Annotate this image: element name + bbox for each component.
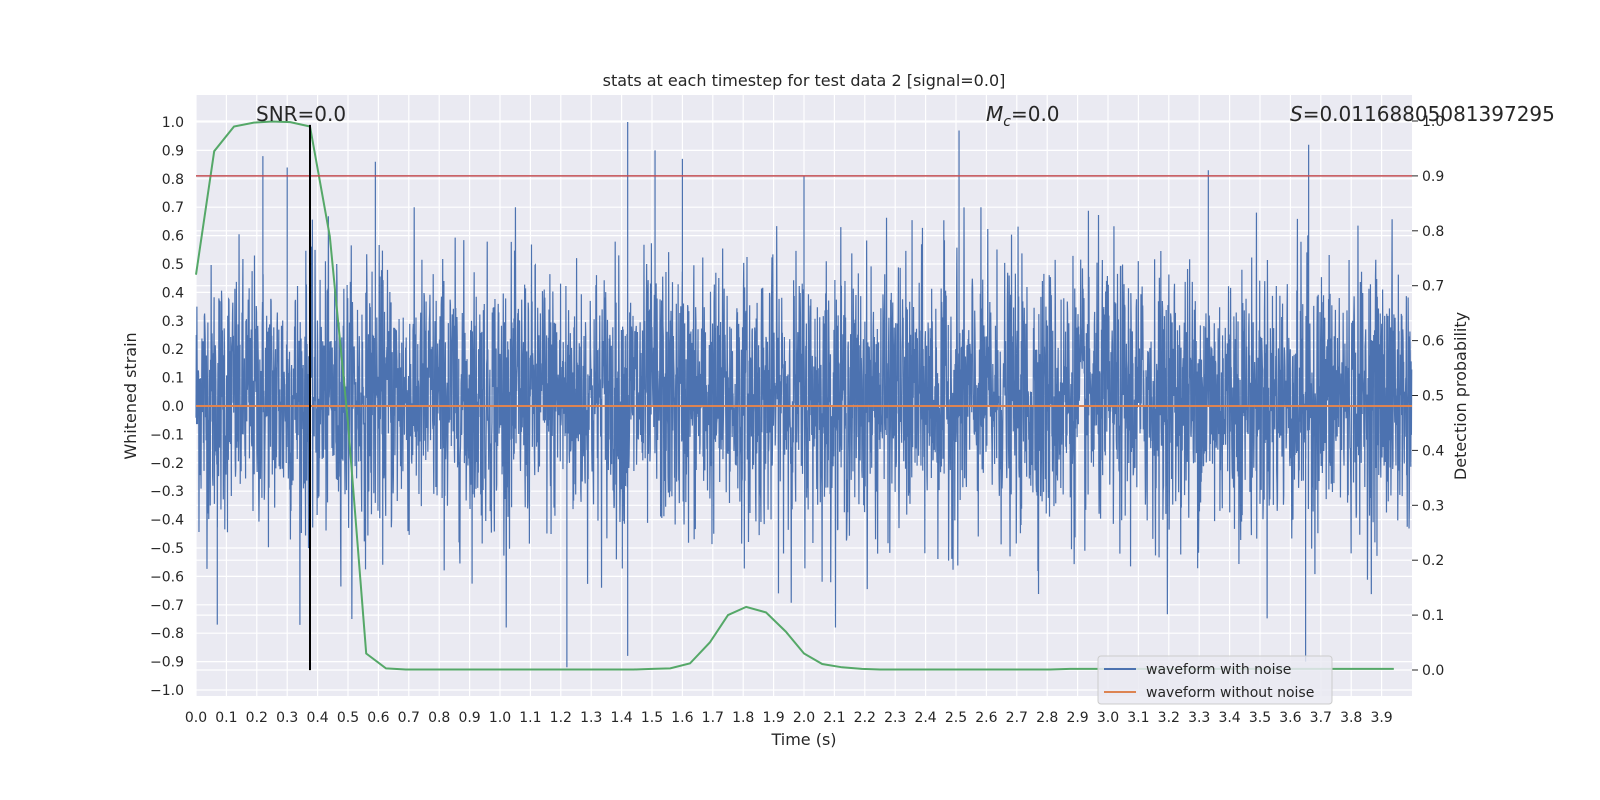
x-tick-label: 1.4 bbox=[610, 710, 632, 726]
reference-lines bbox=[196, 124, 1412, 671]
s-annotation: S=0.0116880508139729​5 bbox=[1290, 102, 1555, 126]
x-tick-label: 1.0 bbox=[489, 710, 511, 726]
y2-tick-label: 0.3 bbox=[1422, 498, 1444, 514]
x-tick-label: 1.8 bbox=[732, 710, 754, 726]
s-value: =0.0116880508139729​5 bbox=[1303, 102, 1555, 126]
x-tick-label: 1.6 bbox=[671, 710, 693, 726]
mc-value: =0.0 bbox=[1011, 102, 1060, 126]
y-tick-label: −0.6 bbox=[150, 569, 184, 585]
x-tick-label: 0.5 bbox=[337, 710, 359, 726]
y-tick-label: 0.4 bbox=[162, 285, 184, 301]
y2-tick-labels: 1.0 0.9 0.8 0.7 0.6 0.5 0.4 0.3 0.2 0.1 0.0 bbox=[1422, 114, 1444, 679]
x-tick-label: 3.5 bbox=[1249, 710, 1271, 726]
x-tick-label: 3.6 bbox=[1279, 710, 1301, 726]
x-tick-label: 0.3 bbox=[276, 710, 298, 726]
y-tick-label: 0.8 bbox=[162, 172, 184, 188]
mc-subscript: c bbox=[1003, 114, 1011, 130]
y2-tick-label: 0.9 bbox=[1422, 169, 1444, 185]
x-tick-label: 0.8 bbox=[428, 710, 450, 726]
y2-tick-label: 0.1 bbox=[1422, 608, 1444, 624]
x-tick-label: 1.5 bbox=[641, 710, 663, 726]
mc-symbol: M bbox=[986, 102, 1003, 126]
y2-axis-label: Detection probability bbox=[1451, 312, 1470, 480]
x-tick-label: 1.1 bbox=[519, 710, 541, 726]
x-tick-label: 1.2 bbox=[550, 710, 572, 726]
y-tick-label: 0.5 bbox=[162, 257, 184, 273]
x-tick-label: 0.4 bbox=[306, 710, 328, 726]
y-tick-label: −0.2 bbox=[150, 456, 184, 472]
x-tick-label: 3.0 bbox=[1097, 710, 1119, 726]
noise-series bbox=[195, 122, 1413, 668]
x-tick-label: 3.9 bbox=[1370, 710, 1392, 726]
s-symbol: S bbox=[1290, 102, 1303, 126]
y-tick-label: 1.0 bbox=[162, 115, 184, 131]
x-tick-label: 0.2 bbox=[246, 710, 268, 726]
y-tick-labels: 1.0 0.9 0.8 0.7 0.6 0.5 0.4 0.3 0.2 0.1 0.0 −0.1 −0.… bbox=[150, 115, 184, 699]
series-waveform-with-noise bbox=[195, 122, 1413, 668]
y-tick-label: −0.7 bbox=[150, 598, 184, 614]
x-tick-label: 3.2 bbox=[1158, 710, 1180, 726]
x-tick-label: 2.0 bbox=[793, 710, 815, 726]
y-tick-label: 0.7 bbox=[162, 200, 184, 216]
x-axis-label: Time (s) bbox=[770, 730, 836, 749]
snr-annotation: SNR=0.0 bbox=[256, 102, 346, 126]
x-tick-label: 2.4 bbox=[914, 710, 936, 726]
x-tick-label: 0.1 bbox=[215, 710, 237, 726]
x-tick-label: 2.9 bbox=[1066, 710, 1088, 726]
x-tick-label: 2.7 bbox=[1006, 710, 1028, 726]
y-tick-label: −0.9 bbox=[150, 655, 184, 671]
y2-tick-label: 0.4 bbox=[1422, 443, 1444, 459]
x-tick-label: 2.5 bbox=[945, 710, 967, 726]
x-tick-label: 2.8 bbox=[1036, 710, 1058, 726]
y-tick-label: 0.1 bbox=[162, 371, 184, 387]
y2-tick-label: 0.5 bbox=[1422, 389, 1444, 405]
x-tick-label: 3.3 bbox=[1188, 710, 1210, 726]
x-tick-label: 2.6 bbox=[975, 710, 997, 726]
x-tick-labels: 0.0 0.1 0.2 0.3 0.4 0.5 0.6 0.7 0.8 0.9 1.0 1.1 1.2 1… bbox=[185, 710, 1393, 726]
y-tick-label: 0.3 bbox=[162, 314, 184, 330]
y2-tick-label: 0.7 bbox=[1422, 279, 1444, 295]
legend-box bbox=[1097, 655, 1333, 705]
y2-tick-label: 0.6 bbox=[1422, 334, 1444, 350]
y2-tick-label: 0.0 bbox=[1422, 663, 1444, 679]
y-tick-label: 0.2 bbox=[162, 342, 184, 358]
x-tick-label: 0.7 bbox=[398, 710, 420, 726]
y-tick-label: −0.3 bbox=[150, 484, 184, 500]
y2-tick-label: 0.2 bbox=[1422, 553, 1444, 569]
x-tick-label: 3.1 bbox=[1127, 710, 1149, 726]
x-tick-label: 0.0 bbox=[185, 710, 207, 726]
legend-label-clean: waveform without noise bbox=[1146, 685, 1314, 701]
x-tick-label: 1.3 bbox=[580, 710, 602, 726]
x-tick-label: 3.7 bbox=[1310, 710, 1332, 726]
y-tick-label: −1.0 bbox=[150, 683, 184, 699]
y-tick-label: −0.8 bbox=[150, 626, 184, 642]
x-tick-label: 3.4 bbox=[1218, 710, 1240, 726]
legend: waveform with noise waveform without noi… bbox=[1097, 655, 1333, 705]
y-tick-label: 0.9 bbox=[162, 143, 184, 159]
y-tick-label: −0.5 bbox=[150, 541, 184, 557]
y-tick-label: 0.6 bbox=[162, 229, 184, 245]
y2-tick-label: 0.8 bbox=[1422, 224, 1444, 240]
legend-label-noise: waveform with noise bbox=[1146, 662, 1291, 678]
x-tick-label: 2.3 bbox=[884, 710, 906, 726]
x-tick-label: 0.6 bbox=[367, 710, 389, 726]
y-tick-label: −0.1 bbox=[150, 427, 184, 443]
chart-title: stats at each timestep for test data 2 [… bbox=[603, 71, 1006, 90]
mc-annotation: Mc=0.0 bbox=[986, 102, 1060, 130]
x-tick-label: 1.9 bbox=[762, 710, 784, 726]
x-tick-label: 2.2 bbox=[854, 710, 876, 726]
y-tick-label: −0.4 bbox=[150, 513, 184, 529]
y2-tick-label: 1.0 bbox=[1422, 114, 1444, 130]
x-tick-label: 3.8 bbox=[1340, 710, 1362, 726]
y-axis-label: Whitened strain bbox=[121, 332, 140, 459]
y-tick-label: 0.0 bbox=[162, 399, 184, 415]
x-tick-label: 2.1 bbox=[823, 710, 845, 726]
x-tick-label: 0.9 bbox=[458, 710, 480, 726]
x-tick-label: 1.7 bbox=[702, 710, 724, 726]
